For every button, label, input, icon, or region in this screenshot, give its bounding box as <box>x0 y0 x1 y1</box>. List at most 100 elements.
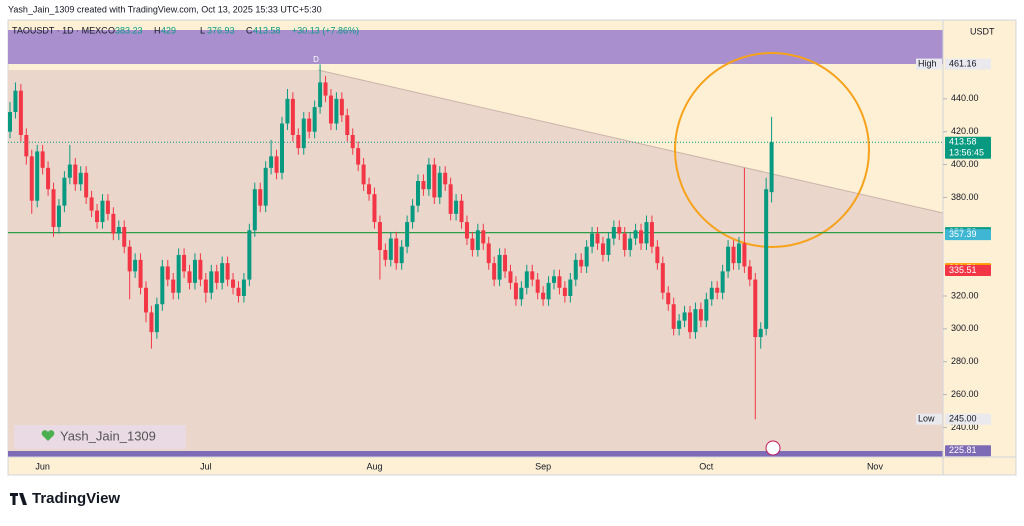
price-label: 225.81 <box>949 445 977 455</box>
candle-body <box>437 172 442 198</box>
candle-body <box>89 197 94 211</box>
candle-body <box>187 271 192 283</box>
candle-body <box>731 246 736 264</box>
candle-body <box>67 164 72 178</box>
candle-body <box>100 200 105 223</box>
candle-body <box>628 238 633 250</box>
candle-body <box>459 200 464 223</box>
candle-body <box>328 95 333 124</box>
candle-body <box>46 167 51 190</box>
candle-body <box>611 227 616 239</box>
ohlc-value: 429 <box>161 25 176 35</box>
candle-body <box>388 238 393 260</box>
y-tick-label: 380.00 <box>951 192 979 202</box>
month-label: Nov <box>867 461 884 471</box>
candle-body <box>263 167 268 206</box>
candle-body <box>519 287 524 300</box>
candle-body <box>225 263 230 280</box>
y-tick-label: 440.00 <box>951 93 979 103</box>
candle-body <box>557 276 562 288</box>
candle-body <box>552 276 556 283</box>
candle-body <box>720 271 725 293</box>
highlight-circle <box>674 52 870 248</box>
candle-body <box>769 142 774 193</box>
candle-body <box>535 279 540 293</box>
candle-body <box>503 254 508 272</box>
candle-body <box>753 279 758 338</box>
candle-body <box>62 177 67 206</box>
candle-body <box>236 287 241 296</box>
y-tick-label: 260.00 <box>951 389 979 399</box>
price-tag-box <box>916 413 942 425</box>
triangle-zone <box>8 70 943 452</box>
candle-body <box>764 189 769 329</box>
candle-body <box>198 259 203 280</box>
candle-body <box>513 282 518 300</box>
ohlc-value: 413.58 <box>253 25 281 35</box>
candle-body <box>176 254 181 293</box>
price-label-box <box>945 58 991 70</box>
candle-body <box>660 263 665 293</box>
bottom-zone <box>8 451 943 457</box>
candle-body <box>78 172 83 185</box>
ohlc-value: 376.93 <box>207 25 235 35</box>
candle-body <box>416 181 420 206</box>
symbol-header: TAOUSDT · 1D · MEXC O 383.23 H 429 L 376.93 C 41… <box>12 25 359 35</box>
candle-body <box>454 200 459 214</box>
candle-body <box>40 151 45 168</box>
candle-body <box>693 309 698 333</box>
candle-body <box>405 222 410 247</box>
candle-body <box>241 279 246 296</box>
month-label: Sep <box>535 461 551 471</box>
candle-body <box>394 238 399 264</box>
price-tag-box <box>916 58 942 70</box>
candle-body <box>677 320 682 329</box>
candle-body <box>111 213 116 234</box>
candle-body <box>323 82 328 96</box>
y-tick-label: 320.00 <box>951 290 979 300</box>
brand-logo <box>10 493 27 505</box>
candle-body <box>171 279 176 293</box>
price-tag: Low <box>918 414 935 424</box>
price-label-box <box>945 136 991 159</box>
candle-body <box>84 172 89 198</box>
y-tick-label: 420.00 <box>951 126 979 136</box>
candle-body <box>182 254 187 272</box>
ohlc-value: 383.23 <box>115 25 143 35</box>
candle-body <box>481 230 486 244</box>
price-label: 245.00 <box>949 414 977 424</box>
candle-body <box>579 259 584 267</box>
candle-body <box>8 112 12 132</box>
candle-body <box>252 189 257 231</box>
candle-body <box>726 246 731 272</box>
credit: Yash_Jain_1309 created with TradingView.… <box>8 4 322 14</box>
candle-body <box>655 246 660 264</box>
candle-body <box>372 194 377 223</box>
candle-body <box>562 287 567 296</box>
candle-body <box>497 254 502 280</box>
price-label: 357.39 <box>949 229 977 239</box>
candle-body <box>29 156 34 201</box>
candle-body <box>530 271 535 280</box>
candle-body <box>639 230 644 244</box>
currency: USDT <box>970 26 995 36</box>
candle-body <box>704 299 709 321</box>
price-label-box <box>945 265 991 277</box>
candle-body <box>421 181 426 190</box>
ohlc-key: H <box>154 25 161 35</box>
candle-body <box>296 135 301 149</box>
heart-icon <box>41 430 55 441</box>
candle-body <box>280 123 284 173</box>
candle-body <box>13 90 18 112</box>
candle-body <box>426 164 431 190</box>
candle-body <box>600 243 605 255</box>
candle-body <box>568 279 573 296</box>
candle-body <box>214 271 219 283</box>
candle-body <box>307 118 312 132</box>
y-tick-label: 300.00 <box>951 323 979 333</box>
candle-body <box>154 304 159 333</box>
change: +30.13 (+7.86%) <box>292 25 359 35</box>
candle-body <box>138 259 143 288</box>
month-label: Jun <box>35 461 50 471</box>
candle-body <box>290 98 295 135</box>
